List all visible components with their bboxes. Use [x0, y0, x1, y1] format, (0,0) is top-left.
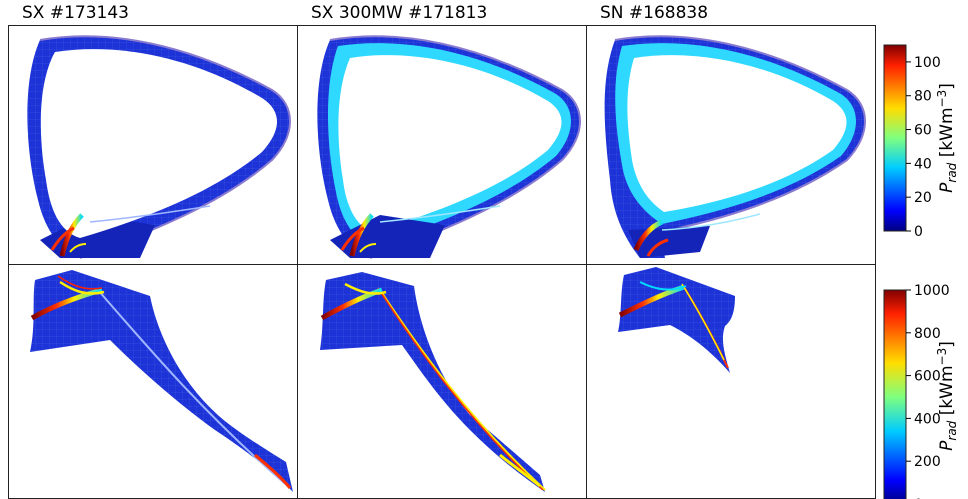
panel-title-1: SX #173143: [22, 3, 129, 23]
colorbar-top-label: Prad [kWm−3]: [935, 83, 959, 193]
colorbar-1-tick-label-4: 800: [914, 326, 941, 342]
colorbar-0-tick-label-3: 60: [914, 123, 932, 139]
colorbar-1-tick-label-2: 400: [914, 411, 941, 427]
colorbar-0-tick-label-1: 20: [914, 190, 932, 206]
panel-title-2: SX 300MW #171813: [311, 3, 488, 23]
colorbar-1-tick-label-0: 0: [914, 497, 923, 499]
cross-section-plot-2: [317, 35, 581, 259]
colorbar-0-tick-label-0: 0: [914, 224, 923, 240]
divertor-plot-3: [618, 267, 735, 373]
colorbar-0-tick-label-5: 100: [914, 55, 941, 71]
cross-section-plot-3: [604, 35, 866, 259]
panel-title-3: SN #168838: [600, 3, 709, 23]
colorbar-top: 0 20 40 60 80 100 Prad [kWm−3]: [883, 44, 959, 240]
colorbar-bottom: 0 200 400 600 800 1000 Prad [kWm−3]: [883, 283, 959, 499]
colorbar-1-tick-label-3: 600: [914, 369, 941, 385]
divertor-plot-1: [30, 270, 293, 492]
divertor-plot-2: [320, 272, 546, 492]
colorbar-0-tick-label-4: 80: [914, 89, 932, 105]
colorbar-1-tick-label-5: 1000: [914, 283, 950, 299]
colorbar-bottom-label: Prad [kWm−3]: [935, 341, 959, 451]
cross-section-plot-1: [27, 35, 291, 259]
colorbar-1-tick-label-1: 200: [914, 454, 941, 470]
colorbar-0-tick-label-2: 40: [914, 156, 932, 172]
